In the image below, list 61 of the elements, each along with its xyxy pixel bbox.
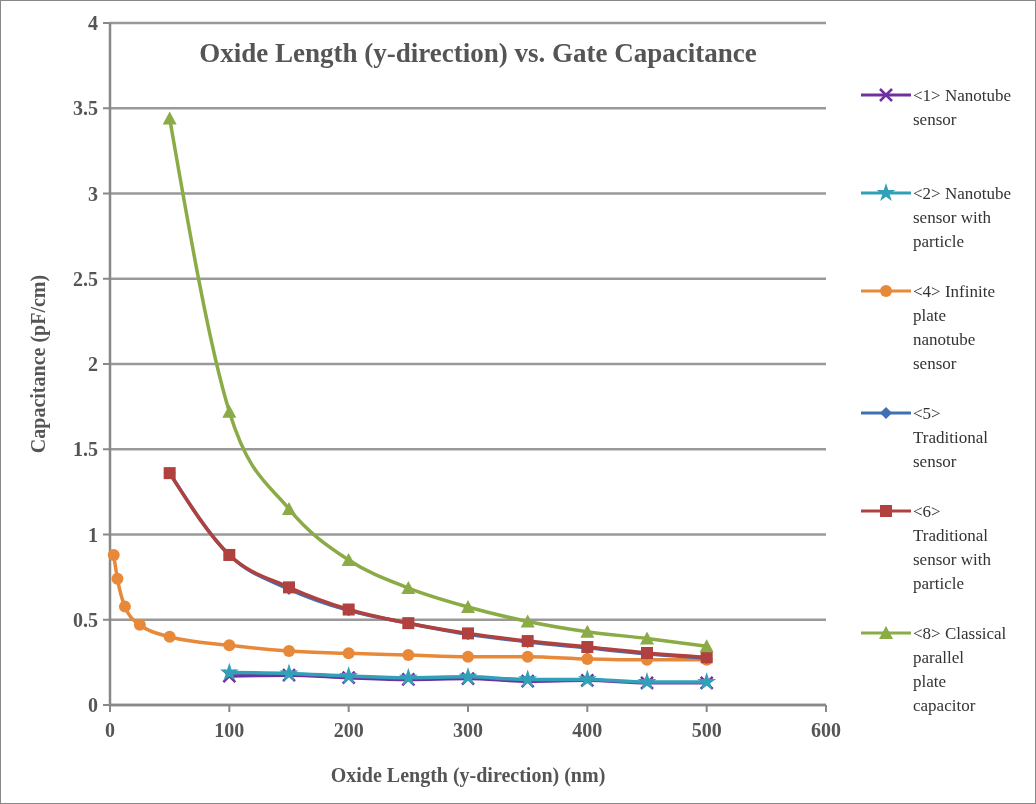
- point: [461, 599, 475, 613]
- text: Oxide Length (y-direction) vs. Gate Capacitance: [199, 38, 757, 68]
- point: [640, 631, 654, 645]
- x-axis-title: Oxide Length (y-direction) (nm): [330, 764, 606, 787]
- point: [580, 624, 595, 638]
- legend-label: <1> Nanotube sensor: [913, 86, 1012, 129]
- legend-label: <5> Traditional sensor: [913, 404, 989, 471]
- point: [342, 647, 355, 660]
- x-tick-label: 500: [691, 719, 722, 741]
- point: [118, 600, 131, 613]
- point: [699, 639, 714, 653]
- point: [162, 111, 177, 125]
- point: [281, 667, 297, 683]
- point: [458, 666, 478, 685]
- point: [462, 650, 474, 663]
- point: [402, 649, 415, 662]
- y-tick-label: 1: [88, 523, 98, 546]
- point: [341, 553, 356, 567]
- point: [518, 669, 538, 688]
- point: [580, 673, 595, 688]
- point: [401, 672, 416, 687]
- y-tick-label: 2.5: [73, 267, 98, 290]
- legend-label: <6> Traditional sensor with particle: [913, 502, 992, 593]
- y-tick-label: 4: [88, 12, 98, 34]
- point: [341, 670, 356, 685]
- x-tick-label: 0: [105, 719, 115, 741]
- y-tick-label: 2: [88, 353, 98, 375]
- x-tick-label: 400: [572, 719, 603, 741]
- point: [223, 639, 236, 652]
- point: [460, 671, 476, 686]
- point: [222, 668, 237, 684]
- x-tick-label: 100: [214, 719, 245, 741]
- point: [282, 501, 296, 515]
- point: [577, 669, 597, 688]
- point: [521, 650, 534, 663]
- y-tick-label: 1.5: [73, 438, 98, 461]
- x-tick-label: 600: [811, 719, 841, 741]
- y-tick-label: 3: [88, 182, 98, 205]
- point: [581, 652, 594, 665]
- x-tick-label: 300: [453, 719, 483, 741]
- point: [219, 662, 239, 681]
- point: [520, 614, 535, 628]
- point: [222, 404, 237, 418]
- point: [401, 581, 416, 595]
- legend-label: <8> Classical parallel plate capacitor: [913, 624, 1007, 715]
- point: [279, 663, 299, 682]
- y-axis-title: Capacitance (pF/cm): [27, 274, 50, 454]
- legend-label: <2> Nanotube sensor with particle: [913, 184, 1012, 251]
- point: [111, 572, 124, 585]
- point: [520, 673, 535, 689]
- point: [398, 667, 418, 686]
- y-tick-label: 0.5: [73, 608, 98, 631]
- point: [107, 548, 120, 561]
- x-tick-label: 200: [333, 719, 364, 741]
- point: [339, 666, 359, 685]
- y-tick-label: 0: [88, 694, 98, 716]
- y-tick-label: 3.5: [73, 97, 98, 120]
- point: [163, 630, 176, 643]
- point: [133, 618, 146, 631]
- point: [283, 644, 295, 657]
- legend-label: <4> Infinite plate nanotube sensor: [913, 282, 995, 373]
